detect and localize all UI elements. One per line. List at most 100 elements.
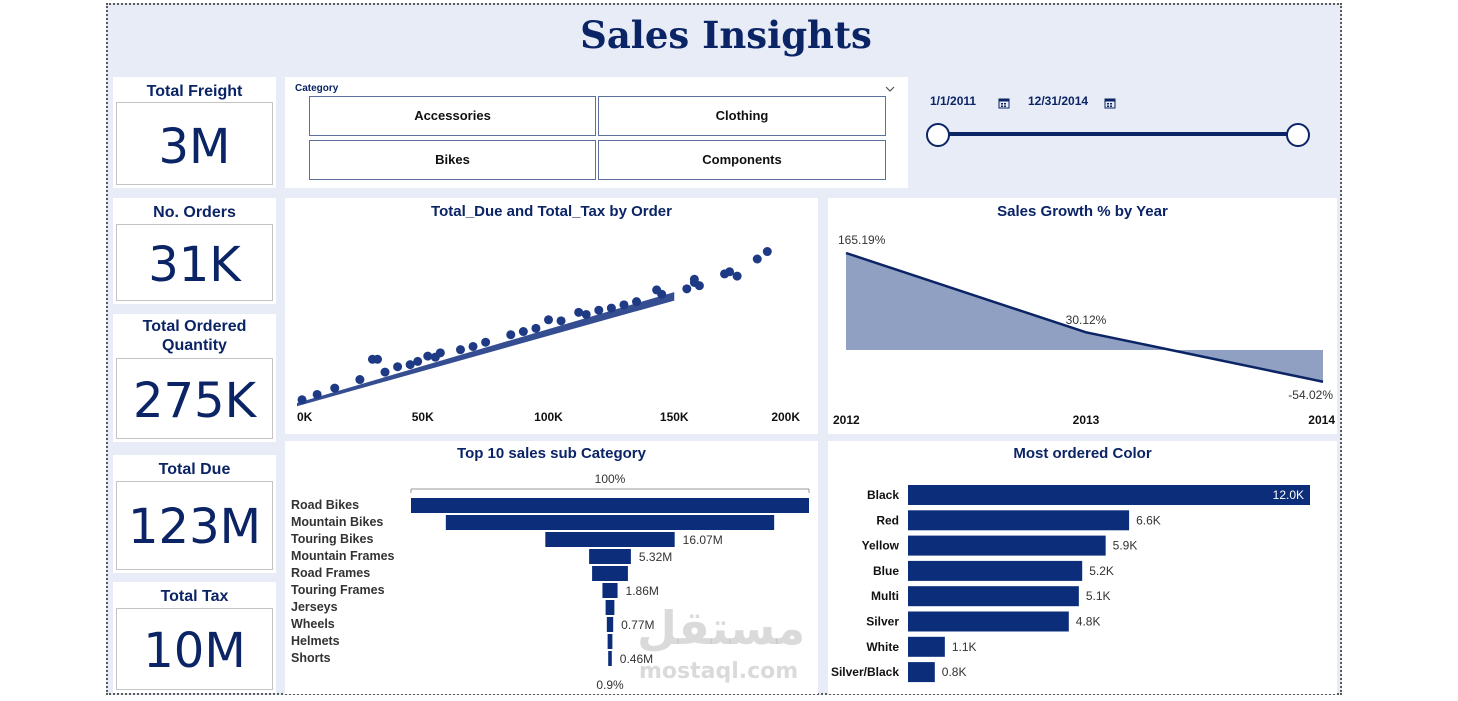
date-range-slicer: 1/1/2011 12/31/2014 — [918, 85, 1318, 165]
funnel-bar — [592, 566, 628, 581]
kpi-value: 31K — [148, 237, 241, 293]
kpi-value: 10M — [143, 623, 246, 679]
scatter-point — [652, 285, 662, 295]
x-tick-label: 150K — [660, 410, 689, 424]
chevron-down-icon[interactable] — [884, 80, 896, 92]
color-value-label: 12.0K — [1273, 488, 1304, 502]
x-tick-label: 2014 — [1308, 413, 1335, 427]
color-bar — [908, 510, 1130, 531]
funnel-bar — [606, 617, 614, 632]
funnel-chart-card: Top 10 sales sub Category Road Bikes Moun… — [285, 441, 818, 694]
scatter-point — [689, 277, 699, 287]
date-slider-track[interactable] — [938, 132, 1298, 136]
x-tick-label: 2012 — [833, 413, 860, 427]
funnel-category-label: Road Bikes — [291, 498, 360, 512]
scatter-point — [594, 305, 604, 315]
start-date-input[interactable]: 1/1/2011 — [930, 94, 976, 108]
funnel-bar — [545, 532, 675, 547]
funnel-category-label: Mountain Bikes — [291, 515, 384, 529]
scatter-point — [544, 315, 553, 325]
chart-title: Most ordered Color — [1013, 445, 1152, 462]
x-tick-label: 50K — [412, 410, 434, 424]
funnel-category-label: Wheels — [291, 617, 335, 631]
scatter-point — [468, 341, 478, 351]
kpi-total-ordered-quantity: Total Ordered Quantity 275K — [113, 314, 276, 442]
funnel-bottom-label: 0.9% — [596, 678, 624, 692]
x-tick-label: 200K — [771, 410, 800, 424]
funnel-bar — [411, 498, 809, 513]
funnel-bar — [445, 515, 775, 530]
scatter-point — [762, 247, 772, 257]
funnel-category-label: Shorts — [291, 651, 331, 665]
end-date-input[interactable]: 12/31/2014 — [1028, 94, 1088, 108]
category-option-accessories[interactable]: Accessories — [309, 96, 596, 136]
color-category-label: Silver — [866, 615, 899, 629]
chart-title: Total_Due and Total_Tax by Order — [431, 203, 672, 220]
kpi-label: Total Due — [158, 461, 231, 478]
start-date-value: 1/1/2011 — [930, 94, 977, 108]
funnel-bar — [607, 634, 613, 649]
color-bar — [908, 662, 935, 683]
color-category-label: Yellow — [862, 539, 900, 553]
date-slider-start-handle[interactable] — [926, 123, 950, 147]
color-category-label: Silver/Black — [831, 665, 899, 679]
kpi-value: 275K — [132, 373, 257, 429]
color-value-label: 1.1K — [952, 640, 977, 654]
end-date-value: 12/31/2014 — [1028, 94, 1089, 108]
scatter-chart-card: Total_Due and Total_Tax by Order 0K 50K 10… — [285, 198, 818, 434]
scatter-point — [752, 254, 762, 264]
x-tick-label: 2013 — [1073, 413, 1100, 427]
category-option-clothing[interactable]: Clothing — [598, 96, 886, 136]
funnel-category-label: Jerseys — [291, 600, 338, 614]
color-value-label: 6.6K — [1136, 513, 1161, 527]
category-option-components[interactable]: Components — [598, 140, 886, 180]
funnel-category-label: Touring Bikes — [291, 532, 374, 546]
funnel-bar — [589, 549, 631, 564]
color-category-label: Multi — [871, 589, 899, 603]
x-tick-label: 100K — [534, 410, 563, 424]
funnel-bar — [602, 583, 618, 598]
scatter-point — [455, 345, 465, 355]
scatter-point — [732, 271, 742, 281]
funnel-category-label: Mountain Frames — [291, 549, 395, 563]
color-value-label: 5.2K — [1089, 564, 1114, 578]
growth-data-label: -54.02% — [1288, 388, 1333, 402]
growth-area — [846, 253, 1323, 382]
scatter-point — [413, 356, 423, 366]
funnel-category-label: Road Frames — [291, 566, 371, 580]
growth-line — [845, 251, 1324, 383]
scatter-point — [312, 389, 322, 399]
page-title: Sales Insights — [580, 13, 872, 57]
funnel-value-label: 0.77M — [621, 618, 654, 632]
calendar-icon[interactable] — [1104, 94, 1116, 109]
color-category-label: Red — [876, 513, 899, 527]
growth-data-label: 30.12% — [1066, 313, 1107, 327]
category-option-bikes[interactable]: Bikes — [309, 140, 596, 180]
color-value-label: 5.9K — [1113, 539, 1138, 553]
growth-area-chart: 165.19% 30.12% -54.02% 2012 2013 2014 — [833, 233, 1335, 427]
scatter-point — [481, 337, 491, 347]
color-value-label: 4.8K — [1076, 615, 1101, 629]
scatter-point — [405, 360, 415, 370]
color-category-label: Blue — [873, 564, 899, 578]
dashboard-canvas: Sales Insights Total Freight 3M No. Orde… — [106, 3, 1342, 695]
scatter-plot: 0K 50K 100K 150K 200K — [297, 247, 800, 424]
growth-chart-card: Sales Growth % by Year 165.19% 30.12% -54.… — [828, 198, 1337, 434]
color-bar-chart: Black 12.0K Red 6.6K Yellow 5.9K Blue 5.2K Multi… — [831, 485, 1310, 683]
color-bar — [908, 636, 945, 657]
kpi-label: Total Ordered Quantity — [142, 318, 247, 354]
funnel-category-label: Helmets — [291, 634, 340, 648]
kpi-label: Total Tax — [160, 588, 229, 605]
scatter-point — [632, 297, 642, 307]
scatter-point — [556, 316, 566, 326]
calendar-icon[interactable] — [998, 94, 1010, 109]
watermark-latin: mostaql.com — [639, 659, 799, 684]
date-slider-end-handle[interactable] — [1286, 123, 1310, 147]
funnel-bar — [605, 600, 615, 615]
color-category-label: Black — [867, 488, 899, 502]
x-tick-label: 0K — [297, 410, 313, 424]
color-bar — [908, 586, 1079, 607]
scatter-point — [574, 307, 584, 317]
funnel-value-label: 5.32M — [639, 550, 672, 564]
funnel-chart: 100% 16.07M 5.32M 1.86M 0.77M 0.46M 0.9% — [410, 472, 810, 692]
